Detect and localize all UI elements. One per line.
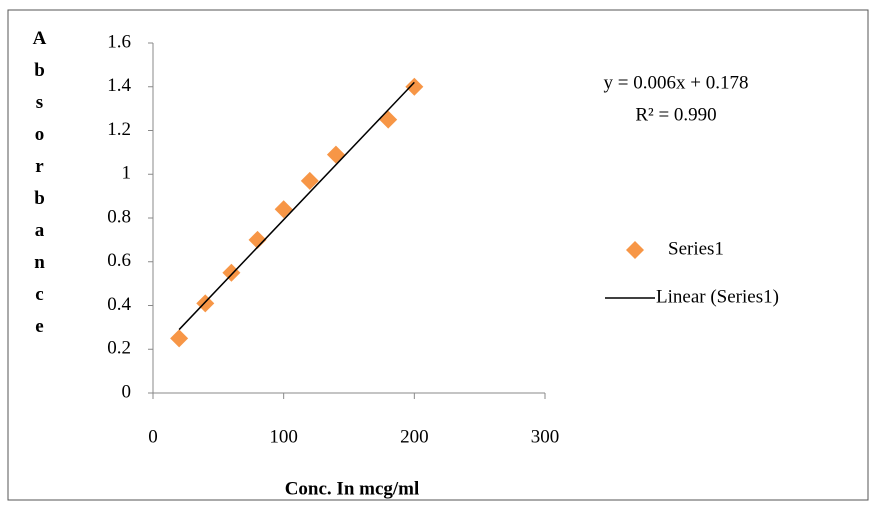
data-point [274,200,293,219]
y-tick-label: 1.2 [107,119,131,140]
trend-line [178,81,415,331]
x-tick-label: 100 [269,426,298,447]
y-tick-label: 0.4 [107,294,131,315]
r-squared: R² = 0.990 [635,104,716,125]
y-tick-label: 1.4 [107,75,131,96]
y-tick-label: 0.2 [107,338,131,359]
data-point [405,77,424,96]
y-tick-label: 0.6 [107,250,131,271]
y-tick-label: 0.8 [107,206,131,227]
data-point [248,230,267,249]
data-point [300,171,319,190]
data-point [326,145,345,164]
x-axis-label: Conc. In mcg/ml [285,478,420,499]
legend-marker [626,241,644,259]
trend-equation: y = 0.006x + 0.178 [604,72,749,93]
data-point [222,263,241,282]
x-tick-label: 200 [400,426,429,447]
y-tick-label: 0 [122,381,132,402]
x-tick-label: 300 [531,426,560,447]
data-point [170,329,189,348]
x-tick-label: 0 [148,426,158,447]
y-axis-label: Absorbance [29,28,50,348]
legend-label: Series1 [668,238,724,259]
data-point [379,110,398,129]
legend-label: Linear (Series1) [656,286,779,307]
y-tick-label: 1.6 [107,31,131,52]
y-tick-label: 1 [122,163,132,184]
chart-frame [7,9,869,501]
